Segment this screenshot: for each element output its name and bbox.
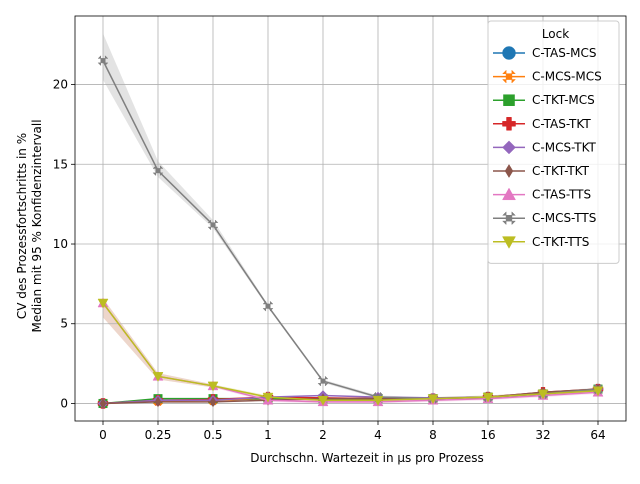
legend-label: C-TAS-MCS bbox=[532, 46, 597, 60]
y-tick-label: 20 bbox=[53, 78, 68, 92]
y-tick-label: 0 bbox=[60, 396, 68, 410]
data-point bbox=[207, 219, 219, 231]
legend-marker bbox=[502, 211, 516, 226]
x-tick-labels: 0 0.25 0.5 1 2 4 8 16 32 64 bbox=[99, 428, 605, 442]
y-axis-label-line2: Median mit 95 % Konfidenzintervall bbox=[30, 119, 44, 332]
data-point bbox=[262, 300, 274, 312]
x-tick-label: 0 bbox=[99, 428, 107, 442]
data-point bbox=[99, 397, 107, 409]
legend-title: Lock bbox=[542, 27, 569, 41]
legend-label: C-TAS-TTS bbox=[532, 188, 591, 202]
data-point bbox=[209, 396, 217, 408]
y-tick-label: 5 bbox=[60, 317, 68, 331]
x-tick-label: 1 bbox=[264, 428, 272, 442]
legend-label: C-MCS-MCS bbox=[532, 70, 602, 84]
x-tick-label: 4 bbox=[374, 428, 382, 442]
legend: Lock C-TAS-MCS C-MCS-MCS C-TKT-MCS C-TAS-TKT… bbox=[487, 20, 620, 264]
data-point bbox=[207, 381, 219, 392]
y-tick-labels: 0 5 10 15 20 bbox=[53, 78, 68, 411]
legend-entry: C-MCS-TKT bbox=[493, 140, 597, 154]
legend-entry: C-TAS-TTS bbox=[493, 187, 591, 202]
legend-marker bbox=[502, 69, 516, 84]
y-axis-label-line1: CV des Prozessfortschritts in % bbox=[15, 133, 29, 319]
data-point bbox=[372, 396, 384, 406]
legend-marker bbox=[502, 46, 516, 60]
legend-entry: C-TAS-TKT bbox=[493, 117, 591, 131]
legend-marker bbox=[504, 164, 514, 178]
data-point bbox=[262, 392, 274, 403]
x-tick-label: 0.5 bbox=[203, 428, 222, 442]
x-tick-label: 32 bbox=[535, 428, 550, 442]
legend-entry: C-TKT-MCS bbox=[493, 93, 595, 107]
y-tick-label: 15 bbox=[53, 157, 68, 171]
legend-label: C-MCS-TKT bbox=[532, 140, 597, 154]
legend-label: C-TKT-TKT bbox=[532, 164, 590, 178]
legend-entry: C-TKT-TKT bbox=[493, 164, 590, 178]
legend-marker bbox=[502, 140, 516, 155]
data-point bbox=[154, 396, 162, 408]
confidence-band bbox=[103, 33, 598, 401]
y-tick-label: 10 bbox=[53, 237, 68, 251]
legend-marker bbox=[502, 117, 516, 131]
x-tick-label: 64 bbox=[590, 428, 605, 442]
confidence-bands bbox=[103, 33, 598, 404]
legend-marker bbox=[503, 94, 515, 106]
data-point bbox=[537, 389, 549, 400]
series-lines bbox=[97, 55, 604, 409]
data-point bbox=[592, 386, 604, 397]
legend-entry: C-TAS-MCS bbox=[493, 46, 597, 60]
data-point bbox=[97, 298, 109, 309]
series-line bbox=[102, 388, 599, 405]
x-tick-label: 8 bbox=[429, 428, 437, 442]
plot-frame bbox=[74, 15, 627, 422]
legend-marker bbox=[502, 187, 516, 201]
legend-box bbox=[487, 20, 620, 264]
legend-label: C-MCS-TTS bbox=[532, 211, 596, 225]
data-point bbox=[482, 392, 494, 403]
legend-entry: C-MCS-TTS bbox=[493, 211, 596, 225]
legend-label: C-TAS-TKT bbox=[532, 117, 591, 131]
legend-marker bbox=[502, 236, 516, 249]
axes bbox=[71, 15, 627, 425]
x-tick-label: 16 bbox=[480, 428, 495, 442]
data-point bbox=[152, 165, 164, 177]
legend-label: C-TKT-MCS bbox=[532, 93, 595, 107]
legend-entry: C-TKT-TTS bbox=[493, 235, 589, 249]
data-point bbox=[152, 372, 164, 382]
data-point bbox=[97, 55, 109, 67]
legend-label: C-TKT-TTS bbox=[532, 235, 589, 249]
x-axis-label: Durchschn. Wartezeit in µs pro Prozess bbox=[250, 451, 484, 465]
data-point bbox=[427, 394, 439, 405]
x-tick-label: 0.25 bbox=[145, 428, 172, 442]
x-tick-label: 2 bbox=[319, 428, 327, 442]
series-line bbox=[102, 302, 599, 402]
legend-entry: C-MCS-MCS bbox=[493, 70, 602, 84]
data-point bbox=[317, 375, 329, 387]
data-point bbox=[317, 396, 329, 406]
series-c-tkt-tts bbox=[97, 298, 604, 406]
